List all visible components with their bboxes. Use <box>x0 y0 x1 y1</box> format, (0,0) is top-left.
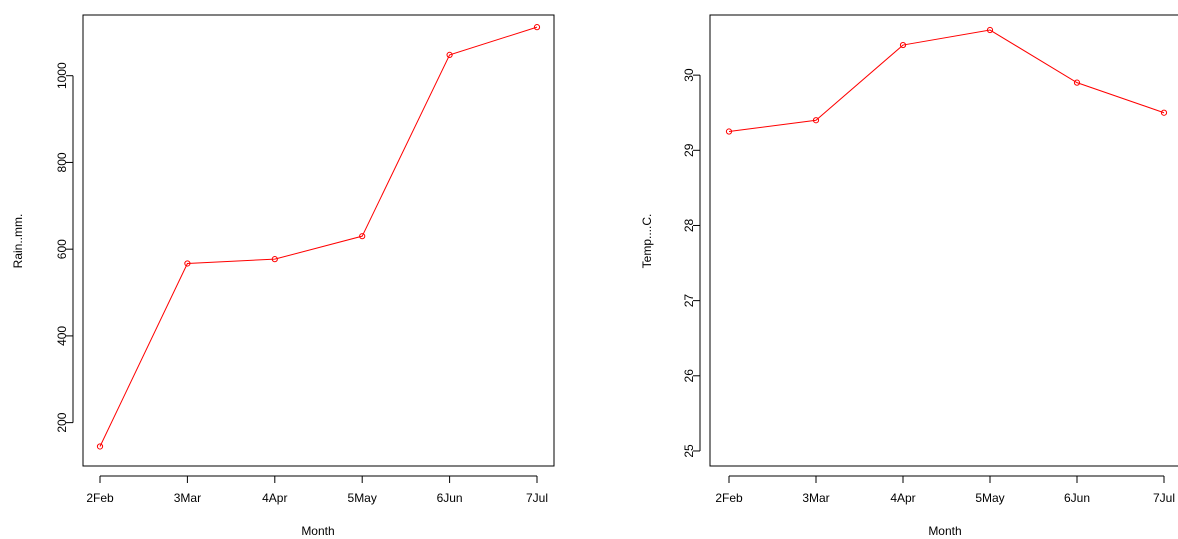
temperature-data-point <box>812 117 820 124</box>
temperature-series-line <box>728 29 1165 133</box>
temperature-plot-frame <box>709 14 1178 467</box>
temperature-data-point <box>986 26 994 34</box>
temperature-y-tick-label: 29 <box>682 143 696 157</box>
temperature-axes: 2Feb 3Mar 4Apr 5May 6Jun 7Jul 25 26 27 28 29 30 <box>682 68 1175 505</box>
rain-data-point <box>446 51 453 58</box>
rain-x-axis-label: Month <box>301 524 334 538</box>
rain-x-tick-label: 6Jun <box>437 491 463 505</box>
rain-plot-frame <box>82 14 555 467</box>
temperature-x-tick-label: 7Jul <box>1153 491 1175 505</box>
temperature-y-axis-label: Temp....C. <box>640 214 654 269</box>
rain-y-tick-label: 600 <box>55 239 69 259</box>
rain-x-tick-label: 5May <box>348 491 377 505</box>
temperature-chart-panel: 2Feb 3Mar 4Apr 5May 6Jun 7Jul 25 26 27 28 29 30 Mon… <box>640 14 1178 538</box>
temperature-data-point <box>725 128 733 135</box>
rain-data-point <box>271 256 278 263</box>
temperature-data-point <box>1160 109 1168 116</box>
temperature-x-tick-label: 3Mar <box>802 491 829 505</box>
rain-x-tick-label: 4Apr <box>262 491 287 505</box>
temperature-x-tick-label: 2Feb <box>715 491 743 505</box>
rain-chart-panel: 2Feb 3Mar 4Apr 5May 6Jun 7Jul 200 400 600 800 1000… <box>11 14 555 538</box>
rain-x-tick-label: 7Jul <box>526 491 548 505</box>
temperature-x-tick-label: 5May <box>975 491 1004 505</box>
rain-series-line <box>99 26 538 447</box>
rain-series <box>96 24 541 450</box>
temperature-data-point <box>899 41 907 49</box>
temperature-x-tick-label: 6Jun <box>1064 491 1090 505</box>
rain-y-tick-label: 1000 <box>55 62 69 89</box>
rain-x-tick-label: 3Mar <box>174 491 201 505</box>
temperature-y-tick-label: 30 <box>682 68 696 82</box>
rain-x-tick-label: 2Feb <box>86 491 114 505</box>
rain-data-point <box>359 233 366 240</box>
rain-y-axis-label: Rain..mm. <box>11 214 25 269</box>
rain-data-point <box>96 443 104 450</box>
rain-y-tick-label: 400 <box>55 326 69 346</box>
temperature-data-point <box>1073 79 1081 86</box>
rain-y-tick-label: 200 <box>55 412 69 432</box>
temperature-y-tick-label: 28 <box>682 218 696 232</box>
temperature-y-tick-label: 26 <box>682 369 696 383</box>
temperature-x-axis-label: Month <box>928 524 961 538</box>
rain-data-point <box>184 260 191 267</box>
temperature-series <box>725 26 1168 135</box>
rain-data-point <box>533 24 541 31</box>
temperature-y-tick-label: 25 <box>682 444 696 458</box>
rain-axes: 2Feb 3Mar 4Apr 5May 6Jun 7Jul 200 400 600 800 1000 <box>55 62 548 505</box>
temperature-y-tick-label: 27 <box>682 294 696 308</box>
rain-y-tick-label: 800 <box>55 152 69 172</box>
temperature-x-tick-label: 4Apr <box>890 491 915 505</box>
